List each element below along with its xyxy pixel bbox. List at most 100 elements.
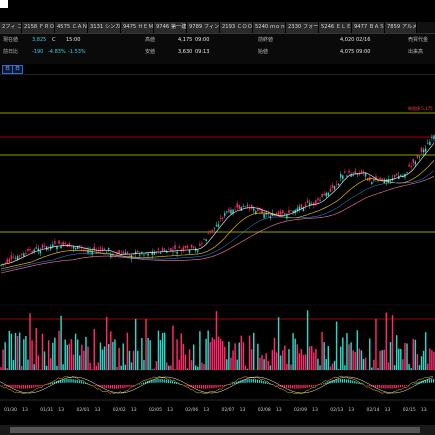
price-chart[interactable]: 制限値 5,175 01/30 13 01/31 13 02/01 13 02/02 13 02/…	[0, 75, 435, 425]
tab-stock-2[interactable]: 4575 ＣＡＮ...	[55, 22, 88, 33]
volume-bar	[354, 351, 356, 370]
quote-info-panel: 現在値 3,825 C 15:00 前日比 -190 -4.83% -1.53%…	[0, 34, 435, 64]
volume-bar	[197, 366, 199, 370]
tab-stock-8[interactable]: 5240 ｍｏｎ...	[253, 22, 286, 33]
volume-bar	[398, 348, 400, 370]
tab-stock-3[interactable]: 3131 シンカー...	[88, 22, 121, 33]
label-low: 安値	[145, 49, 156, 55]
window-titlebar	[0, 0, 435, 22]
oscillator-bar	[126, 385, 128, 388]
candle-body	[170, 248, 172, 252]
oscillator-bar	[308, 385, 310, 388]
oscillator-bar	[327, 381, 329, 384]
chart-scrollbar[interactable]	[0, 425, 435, 435]
tab-stock-12[interactable]: 7859 アルメ...	[385, 22, 417, 33]
oscillator-bar	[290, 385, 292, 389]
candle-body	[265, 212, 267, 215]
oscillator-bar	[416, 382, 418, 384]
candle-body	[250, 204, 253, 209]
candle-body	[302, 207, 305, 212]
oscillator-bar	[350, 379, 352, 383]
value-current: 3,825	[32, 37, 47, 43]
oscillator-bar	[358, 382, 360, 385]
oscillator-bar	[93, 385, 95, 386]
candle-body	[60, 245, 62, 249]
volume-bar	[317, 358, 319, 370]
oscillator-bar	[432, 379, 435, 383]
volume-bar	[29, 313, 31, 370]
volume-bar	[143, 360, 145, 370]
volume-bar	[406, 343, 408, 370]
scroll-thumb[interactable]	[10, 427, 420, 433]
candle-body	[203, 239, 205, 241]
candle-body	[62, 241, 64, 246]
candle-body	[139, 254, 141, 256]
oscillator-bar	[215, 385, 217, 388]
volume-bar	[93, 329, 95, 370]
volume-bar	[402, 359, 404, 370]
candle-body	[313, 202, 315, 206]
volume-bar	[157, 330, 160, 370]
tab-stock-1[interactable]: 2158 ＦＲＯ...	[22, 22, 55, 33]
volume-bar	[400, 348, 402, 370]
candle-body	[126, 252, 129, 254]
oscillator-bar	[285, 385, 288, 388]
volume-bar	[282, 350, 284, 370]
oscillator-bar	[387, 385, 389, 389]
tab-stock-11[interactable]: 9477 ＢＡＳＥ	[352, 22, 385, 33]
oscillator-bar	[105, 385, 107, 389]
window-control-icon[interactable]	[0, 0, 8, 8]
tab-stock-0[interactable]: 2フィ コスモ	[0, 22, 22, 33]
oscillator-bar	[379, 385, 381, 389]
volume-bar	[383, 349, 385, 370]
candle-body	[416, 155, 419, 158]
oscillator-bar	[41, 385, 43, 387]
candle-body	[259, 208, 261, 211]
oscillator-bar	[35, 385, 37, 388]
candle-body	[213, 227, 216, 229]
candle-body	[16, 256, 19, 260]
oscillator-bar	[51, 382, 54, 384]
volume-bar	[269, 365, 272, 370]
volume-bar	[170, 365, 172, 370]
tab-stock-10[interactable]: 5246 ＥＬＥ...	[319, 22, 352, 33]
oscillator-bar	[74, 379, 76, 383]
candle-body	[99, 247, 102, 249]
volume-bar	[0, 367, 2, 370]
volume-bar	[87, 346, 89, 370]
tab-stock-6[interactable]: 9789 フィンテ...	[187, 22, 220, 33]
tab-stock-9[interactable]: 2330 フォーサ...	[286, 22, 319, 33]
oscillator-bar	[116, 385, 118, 389]
tab-stock-7[interactable]: 2193 ＣＯＯ...	[220, 22, 253, 33]
oscillator-bar	[368, 385, 370, 387]
volume-bar	[265, 353, 267, 370]
volume-bar	[416, 354, 419, 370]
period-button-2[interactable]: 日	[12, 65, 24, 74]
tab-stock-5[interactable]: 9746 第一建設	[154, 22, 187, 33]
candle-body	[116, 252, 118, 255]
volume-bar	[195, 365, 197, 370]
label-change: 前日比	[3, 49, 19, 55]
ma-mid-line	[0, 160, 435, 270]
oscillator-bar	[190, 385, 192, 387]
volume-bar	[182, 343, 185, 370]
volume-bar	[242, 342, 245, 370]
oscillator-bar	[341, 379, 344, 383]
tab-stock-4[interactable]: 9475 ＨＥＭ...	[121, 22, 154, 33]
candle-body	[184, 245, 187, 248]
oscillator-bar	[62, 379, 64, 383]
candle-body	[300, 204, 303, 209]
candle-body	[282, 210, 284, 214]
oscillator-bar	[26, 385, 29, 389]
x-tick-label: 13	[167, 407, 173, 413]
oscillator-bar	[321, 384, 323, 385]
volume-bar	[389, 342, 392, 370]
candle-body	[393, 174, 396, 177]
candle-body	[166, 251, 168, 253]
oscillator-bar	[209, 385, 211, 389]
candle-body	[269, 216, 272, 219]
candle-body	[68, 243, 71, 247]
oscillator-bar	[381, 385, 383, 389]
candle-body	[72, 246, 75, 249]
x-tick-label: 02/15	[403, 407, 416, 413]
